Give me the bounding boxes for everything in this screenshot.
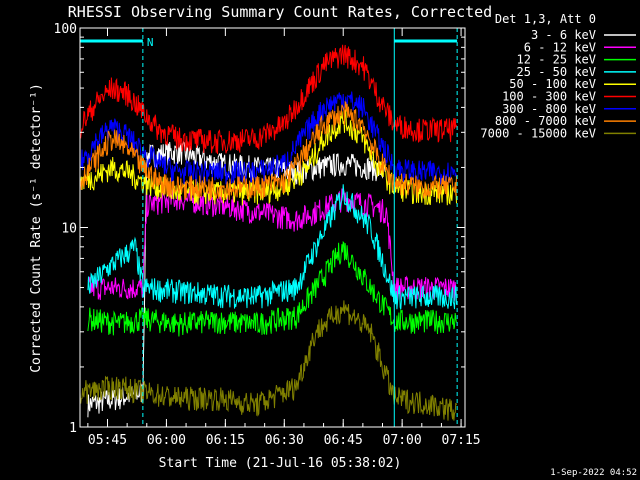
x-axis-label: Start Time (21-Jul-16 05:38:02) <box>159 456 402 471</box>
x-tick-label: 07:00 <box>383 433 422 448</box>
plot-frame <box>79 27 466 428</box>
series-line <box>79 91 457 186</box>
x-tick-label: 06:30 <box>265 433 304 448</box>
axis-layer: 05:45 06:00 06:15 06:30 06:45 07:00 07:15 1 10 10… <box>54 22 481 448</box>
series-line <box>87 188 457 301</box>
legend-label: 3 - 6 keV <box>531 28 596 42</box>
series-6 <box>79 91 457 186</box>
y-tick-label: 10 <box>61 222 77 237</box>
series-line <box>87 184 457 310</box>
series-5 <box>79 44 457 155</box>
legend-label: 800 - 7000 keV <box>495 114 596 128</box>
y-axis-label: Corrected Count Rate (s⁻¹ detector⁻¹) <box>29 83 44 373</box>
annotation-layer: N <box>80 28 458 427</box>
chart-title: RHESSI Observing Summary Count Rates, Co… <box>68 3 492 21</box>
series-line <box>87 240 457 337</box>
x-tick-label: 07:15 <box>442 433 481 448</box>
legend-label: 25 - 50 keV <box>517 65 596 79</box>
y-tick-label: 100 <box>54 22 77 37</box>
legend-title: Det 1,3, Att 0 <box>495 12 596 26</box>
series-layer <box>79 44 457 421</box>
series-2 <box>87 240 457 337</box>
x-tick-label: 06:45 <box>324 433 363 448</box>
series-1 <box>87 188 457 301</box>
y-tick-label: 1 <box>69 421 77 436</box>
series-3 <box>87 184 457 310</box>
footer-date: 1-Sep-2022 04:52 <box>550 468 637 478</box>
annotation-label: N <box>147 36 154 49</box>
series-line <box>79 44 457 155</box>
x-tick-label: 06:15 <box>206 433 245 448</box>
x-tick-label: 05:45 <box>88 433 127 448</box>
legend-label: 50 - 100 keV <box>509 77 596 91</box>
legend-label: 6 - 12 keV <box>524 40 596 54</box>
legend-label: 7000 - 15000 keV <box>480 126 596 140</box>
legend-label: 300 - 800 keV <box>502 102 596 116</box>
legend-label: 100 - 300 keV <box>502 90 596 104</box>
x-tick-label: 06:00 <box>147 433 186 448</box>
legend-label: 12 - 25 keV <box>517 53 596 67</box>
plot-area: N 05:45 06:00 06:15 06:30 06:45 07:00 07:15 1 10… <box>54 22 481 448</box>
